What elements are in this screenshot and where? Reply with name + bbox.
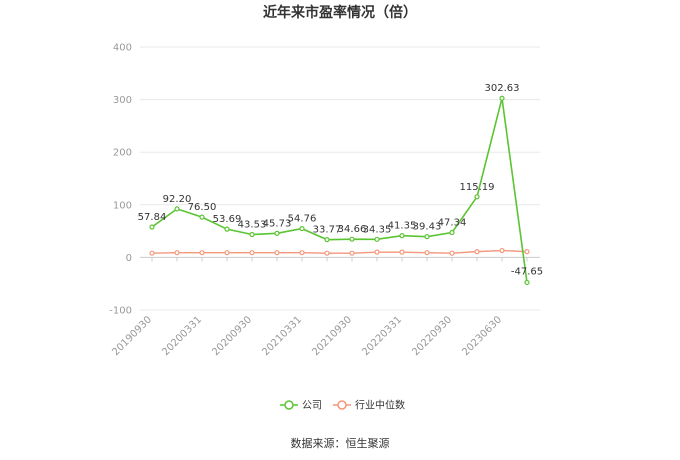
data-point bbox=[399, 233, 405, 239]
data-point bbox=[249, 250, 255, 256]
y-tick-label: 400 bbox=[113, 43, 132, 54]
series-line bbox=[151, 98, 528, 283]
data-point bbox=[449, 250, 455, 256]
y-tick-label: 300 bbox=[113, 95, 132, 106]
data-label: 53.69 bbox=[213, 214, 242, 225]
data-label: -47.65 bbox=[511, 266, 543, 277]
data-point bbox=[199, 250, 205, 256]
data-point bbox=[324, 250, 330, 256]
y-tick-label: 100 bbox=[113, 200, 132, 211]
y-axis-ticks: -100 0 100 200 300 400 bbox=[109, 43, 132, 317]
data-point bbox=[424, 234, 430, 240]
data-label: 57.84 bbox=[138, 212, 167, 223]
data-label: 47.34 bbox=[438, 217, 467, 228]
data-point bbox=[249, 231, 255, 238]
data-label: 43.53 bbox=[238, 220, 267, 231]
series-line bbox=[151, 249, 528, 254]
data-point bbox=[524, 279, 530, 286]
data-point bbox=[499, 95, 505, 101]
data-label: 92.20 bbox=[163, 194, 192, 205]
data-point bbox=[424, 250, 430, 256]
y-tick-label: -100 bbox=[109, 306, 132, 317]
legend: 公司 行业中位数 bbox=[280, 399, 405, 412]
x-tick-label: 20220930 bbox=[410, 314, 454, 358]
data-point bbox=[224, 226, 230, 232]
data-point bbox=[299, 225, 305, 232]
data-point bbox=[374, 249, 380, 255]
y-tick-label: 200 bbox=[113, 148, 132, 159]
data-point bbox=[224, 250, 230, 256]
data-point bbox=[174, 206, 180, 212]
data-label: 302.63 bbox=[485, 83, 520, 94]
data-point bbox=[524, 249, 530, 255]
data-point bbox=[474, 194, 480, 200]
data-point bbox=[474, 249, 480, 255]
x-tick-label: 20210331 bbox=[260, 314, 304, 358]
data-label: 115.19 bbox=[460, 182, 495, 193]
x-tick-label: 20190930 bbox=[110, 314, 154, 358]
legend-label: 行业中位数 bbox=[355, 399, 405, 412]
data-point bbox=[324, 237, 330, 243]
x-tick-label: 20210930 bbox=[310, 314, 354, 358]
x-tick-label: 20230630 bbox=[460, 314, 504, 358]
data-label: 45.73 bbox=[263, 218, 292, 229]
data-label: 54.76 bbox=[288, 214, 317, 225]
x-tick-label: 20200930 bbox=[210, 314, 254, 358]
data-point bbox=[274, 250, 280, 256]
grid-lines bbox=[140, 46, 540, 311]
legend-marker bbox=[284, 400, 294, 410]
series-layer bbox=[149, 95, 530, 286]
data-label: 76.50 bbox=[188, 202, 217, 213]
data-point bbox=[499, 247, 505, 254]
data-point bbox=[174, 250, 180, 256]
legend-marker bbox=[337, 400, 347, 410]
x-axis: 20190930 20200331 20200930 20210331 20210930… bbox=[110, 257, 528, 358]
data-point bbox=[349, 236, 355, 242]
data-point bbox=[149, 224, 155, 230]
data-label: 34.66 bbox=[338, 224, 367, 235]
data-labels: 57.84 92.2076.5053.6943.5345.7354.7633.77… bbox=[138, 83, 543, 277]
data-source: 数据来源：恒生聚源 bbox=[290, 437, 390, 450]
data-point bbox=[199, 214, 205, 220]
data-label: 34.35 bbox=[363, 224, 392, 235]
y-tick-label: 0 bbox=[126, 253, 132, 264]
data-label: 39.43 bbox=[413, 222, 442, 233]
x-tick-label: 20220331 bbox=[360, 314, 404, 358]
chart-title: 近年来市盈率情况（倍） bbox=[263, 5, 417, 21]
data-point bbox=[274, 230, 280, 236]
data-point bbox=[299, 250, 305, 256]
data-point bbox=[149, 250, 155, 256]
data-point bbox=[449, 229, 455, 236]
data-point bbox=[399, 249, 405, 255]
x-tick-label: 20200331 bbox=[160, 314, 204, 358]
data-point bbox=[374, 236, 380, 242]
legend-label: 公司 bbox=[302, 401, 322, 412]
data-label: 33.77 bbox=[313, 225, 342, 236]
data-point bbox=[349, 250, 355, 256]
data-label: 41.35 bbox=[388, 221, 417, 232]
